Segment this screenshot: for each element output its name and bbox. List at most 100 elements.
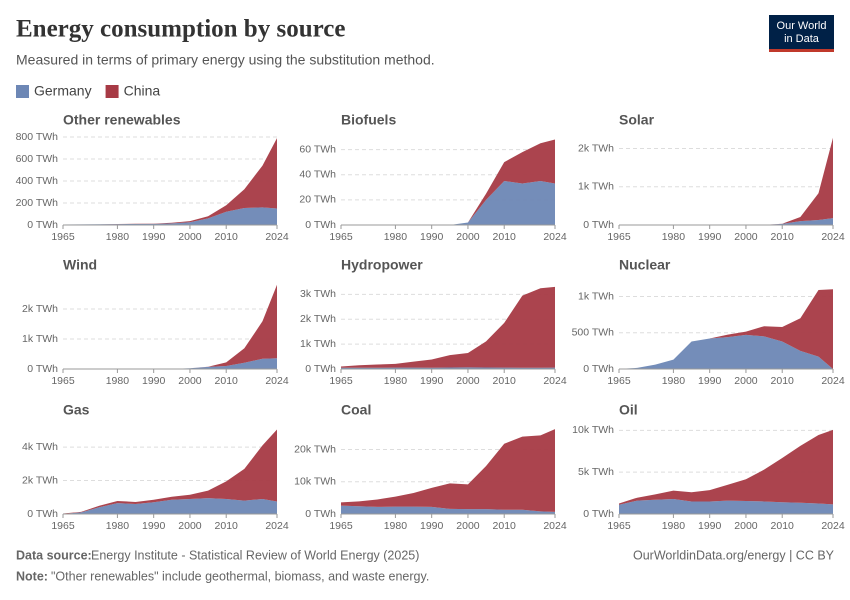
x-tick-label: 2000 — [178, 375, 202, 387]
x-tick-label: 2010 — [493, 231, 517, 243]
area — [341, 505, 555, 514]
area — [619, 334, 833, 369]
area — [341, 286, 555, 368]
x-tick-label: 1990 — [142, 375, 166, 387]
x-tick-label: 1965 — [329, 375, 353, 387]
x-tick-label: 1965 — [607, 231, 631, 243]
area — [619, 137, 833, 225]
legend-swatch — [16, 85, 29, 98]
x-tick-label: 2024 — [265, 520, 289, 532]
panel-title: Biofuels — [341, 112, 396, 128]
x-tick-label: 1990 — [420, 231, 444, 243]
logo-bar — [769, 49, 834, 52]
y-tick-label: 0 TWh — [583, 508, 614, 520]
y-tick-label: 5k TWh — [578, 466, 614, 478]
y-tick-label: 10k TWh — [572, 424, 614, 436]
x-tick-label: 1990 — [420, 520, 444, 532]
y-tick-label: 600 TWh — [16, 153, 59, 165]
x-tick-label: 1980 — [106, 520, 130, 532]
x-tick-label: 1965 — [329, 231, 353, 243]
y-tick-label: 1k TWh — [22, 333, 58, 345]
area — [341, 181, 555, 225]
area — [63, 498, 277, 514]
x-tick-label: 2010 — [771, 231, 795, 243]
title: Energy consumption by source — [16, 16, 345, 43]
y-tick-label: 1k TWh — [300, 338, 336, 350]
x-tick-label: 2024 — [543, 375, 567, 387]
area — [619, 429, 833, 505]
y-tick-label: 500 TWh — [572, 327, 615, 339]
x-tick-label: 2024 — [821, 375, 845, 387]
area — [63, 358, 277, 369]
note: "Other renewables" include geothermal, b… — [51, 569, 429, 583]
x-tick-label: 2024 — [265, 231, 289, 243]
x-tick-label: 1965 — [607, 375, 631, 387]
y-tick-label: 20k TWh — [294, 443, 336, 455]
x-tick-label: 1980 — [384, 231, 408, 243]
y-tick-label: 2k TWh — [22, 303, 58, 315]
area — [619, 498, 833, 514]
area — [341, 429, 555, 512]
logo-box[interactable] — [769, 15, 834, 52]
y-tick-label: 2k TWh — [22, 474, 58, 486]
x-tick-label: 2000 — [734, 231, 758, 243]
y-tick-label: 2k TWh — [300, 313, 336, 325]
legend-label: Germany — [34, 83, 92, 99]
x-tick-label: 1990 — [698, 231, 722, 243]
panel-title: Other renewables — [63, 112, 181, 128]
y-tick-label: 0 TWh — [305, 219, 336, 231]
y-tick-label: 0 TWh — [305, 363, 336, 375]
panel-title: Oil — [619, 402, 638, 418]
x-tick-label: 1980 — [384, 520, 408, 532]
panel-title: Coal — [341, 402, 371, 418]
x-tick-label: 1980 — [662, 520, 686, 532]
x-tick-label: 1980 — [106, 375, 130, 387]
panel-title: Wind — [63, 257, 97, 273]
y-tick-label: 60 TWh — [299, 143, 336, 155]
x-tick-label: 2000 — [178, 520, 202, 532]
x-tick-label: 1965 — [51, 375, 75, 387]
y-tick-label: 0 TWh — [27, 363, 58, 375]
y-tick-label: 200 TWh — [16, 197, 59, 209]
subtitle: Measured in terms of primary energy usin… — [16, 52, 435, 68]
panel-title: Solar — [619, 112, 655, 128]
y-tick-label: 0 TWh — [583, 219, 614, 231]
logo-text: in Data — [784, 33, 820, 45]
y-tick-label: 2k TWh — [578, 142, 614, 154]
x-tick-label: 1980 — [662, 231, 686, 243]
x-tick-label: 2000 — [456, 375, 480, 387]
y-tick-label: 10k TWh — [294, 476, 336, 488]
y-tick-label: 0 TWh — [305, 508, 336, 520]
x-tick-label: 1980 — [662, 375, 686, 387]
y-tick-label: 1k TWh — [578, 290, 614, 302]
panel-title: Nuclear — [619, 257, 671, 273]
x-tick-label: 2024 — [543, 520, 567, 532]
x-tick-label: 2000 — [178, 231, 202, 243]
legend: Germany China — [16, 83, 160, 99]
x-tick-label: 1965 — [607, 520, 631, 532]
x-tick-label: 1965 — [51, 231, 75, 243]
x-tick-label: 2024 — [821, 520, 845, 532]
x-tick-label: 1990 — [698, 375, 722, 387]
y-tick-label: 800 TWh — [16, 131, 59, 143]
x-tick-label: 1990 — [698, 520, 722, 532]
y-tick-label: 0 TWh — [27, 219, 58, 231]
x-tick-label: 1990 — [420, 375, 444, 387]
x-tick-label: 2010 — [771, 375, 795, 387]
area — [619, 218, 833, 225]
url[interactable]: OurWorldinData.org/energy | CC BY — [633, 548, 835, 562]
area — [63, 429, 277, 514]
x-tick-label: 1965 — [51, 520, 75, 532]
x-tick-label: 1990 — [142, 520, 166, 532]
x-tick-label: 2024 — [265, 375, 289, 387]
x-tick-label: 1980 — [384, 375, 408, 387]
source-label: Data source: — [16, 548, 92, 562]
x-tick-label: 2010 — [215, 231, 239, 243]
y-tick-label: 4k TWh — [22, 441, 58, 453]
source: Energy Institute - Statistical Review of… — [91, 548, 419, 562]
y-tick-label: 3k TWh — [300, 288, 336, 300]
panel-title: Hydropower — [341, 257, 423, 273]
x-tick-label: 2010 — [493, 520, 517, 532]
area — [63, 207, 277, 225]
y-tick-label: 20 TWh — [299, 194, 336, 206]
